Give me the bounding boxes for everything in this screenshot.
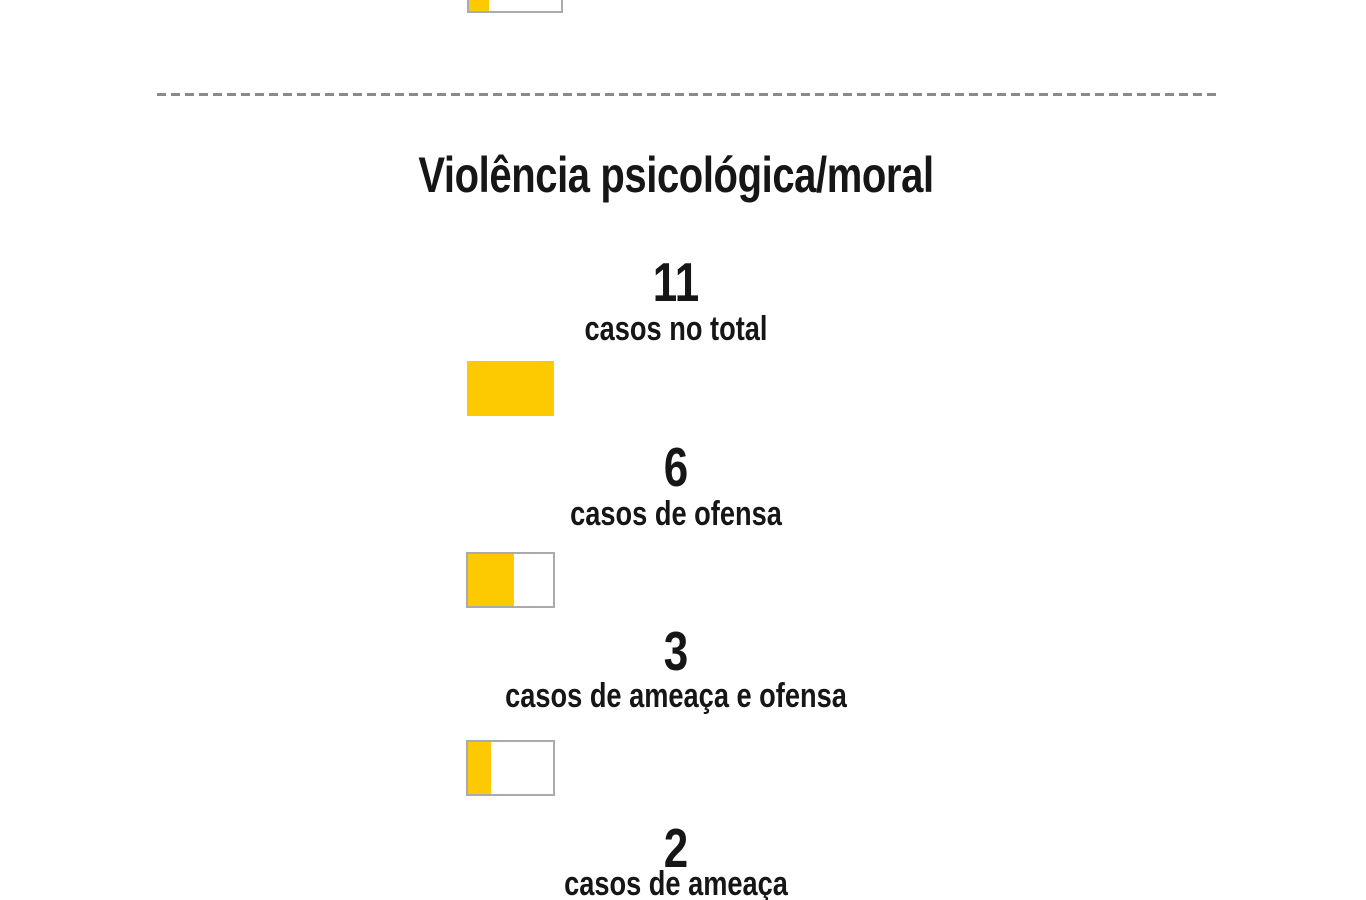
- stat-value-ofensa: 6: [663, 436, 689, 498]
- stat-bar-total-fill: [467, 361, 554, 416]
- stat-label-total: casos no total: [584, 310, 768, 348]
- stat-value-total: 11: [652, 251, 700, 313]
- dashed-divider: [157, 93, 1219, 96]
- stat-bar-ofensa-fill: [468, 554, 515, 606]
- stat-bar-ofensa: [466, 552, 555, 608]
- previous-section-bar-fill: [469, 0, 490, 11]
- stat-bar-ameaca-e-ofensa: [466, 740, 555, 796]
- previous-section-bar: [467, 0, 563, 13]
- chart-title: Violência psicológica/moral: [418, 147, 934, 203]
- stat-bar-total: [467, 361, 554, 416]
- stat-label-ameaca: casos de ameaça: [564, 865, 788, 900]
- stat-value-ameaca-e-ofensa: 3: [663, 620, 689, 682]
- stat-label-ofensa: casos de ofensa: [570, 495, 782, 533]
- stat-value-ameaca: 2: [663, 817, 689, 879]
- stat-bar-ameaca-e-ofensa-fill: [468, 742, 492, 794]
- stat-label-ameaca-e-ofensa: casos de ameaça e ofensa: [505, 677, 847, 715]
